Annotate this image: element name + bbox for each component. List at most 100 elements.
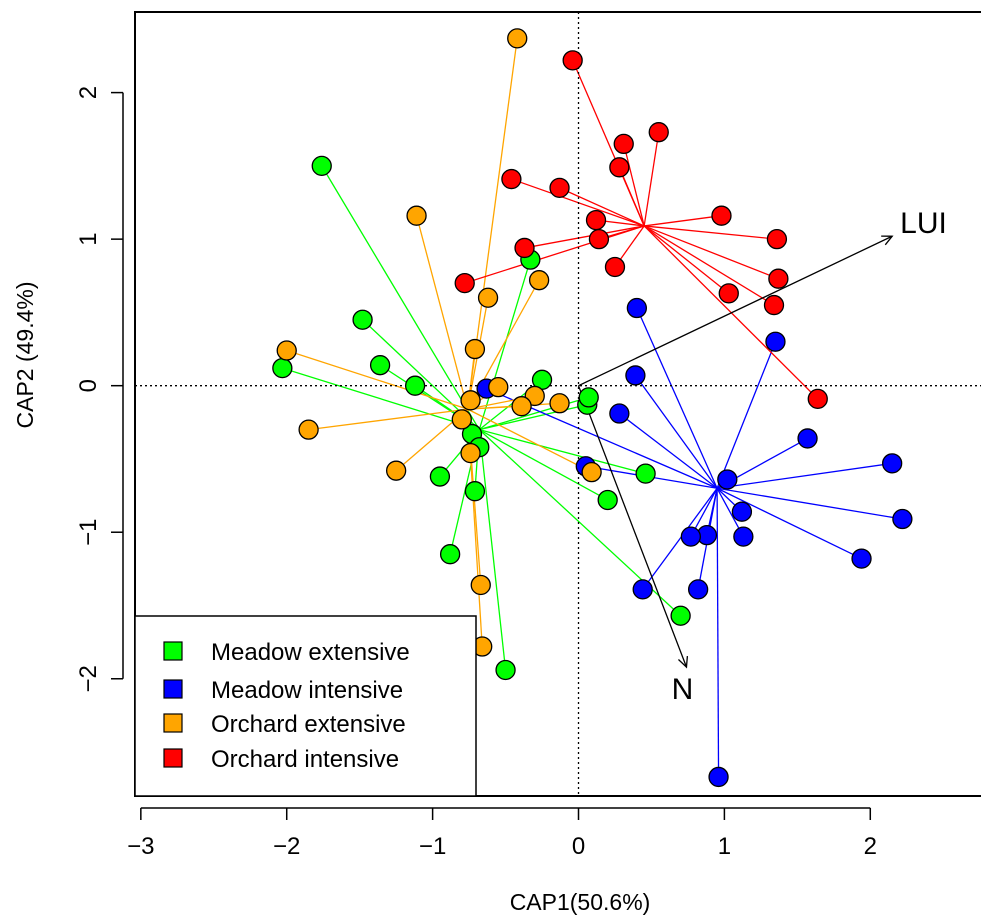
spoke-s3-p15 — [464, 225, 645, 284]
spoke-s0-p1 — [282, 367, 480, 431]
spoke-s1-p16 — [642, 487, 718, 590]
point-s3-p6 — [585, 209, 607, 231]
x-axis: −3 −2 −1 0 1 2 — [127, 807, 877, 860]
x-axis-label: CAP1(50.6%) — [510, 889, 651, 915]
arrow-line-n — [577, 385, 688, 668]
point-s2-p6 — [488, 376, 509, 398]
point-s1-p6 — [797, 428, 818, 449]
arrow-label-n: N — [672, 673, 694, 706]
x-tick-label-2: −1 — [419, 833, 446, 860]
point-s3-p2 — [648, 122, 669, 143]
x-tick-label-0: −3 — [127, 833, 154, 860]
point-s1-p11 — [731, 501, 753, 522]
x-tick-label-3: 0 — [572, 833, 585, 860]
point-s0-p14 — [578, 387, 599, 408]
y-tick-label-0: −2 — [75, 665, 102, 692]
spoke-s0-p13 — [479, 404, 588, 431]
spoke-s3-p8 — [524, 225, 645, 249]
spoke-s3-p12 — [643, 225, 775, 306]
legend-swatch-orchard-extensive — [163, 713, 183, 733]
point-s0-p4 — [404, 375, 426, 396]
y-axis-label: CAP2 (49.4%) — [12, 281, 38, 428]
spoke-s2-p13 — [467, 408, 592, 473]
point-s1-p17 — [708, 766, 729, 788]
point-s1-p3 — [625, 365, 646, 386]
legend-swatch-meadow-intensive — [163, 679, 183, 699]
point-s2-p5 — [276, 340, 297, 361]
plot-frame — [134, 11, 981, 797]
spoke-s0-p12 — [478, 429, 507, 671]
point-s0-p9 — [429, 466, 451, 487]
point-s3-p9 — [711, 205, 732, 226]
legend-label-orchard-intensive: Orchard intensive — [211, 746, 399, 773]
point-s1-p8 — [892, 508, 913, 530]
point-s0-p10 — [464, 481, 486, 502]
spoke-s3-p5 — [559, 187, 645, 227]
legend-label-meadow-extensive: Meadow extensive — [211, 639, 410, 666]
point-s3-p4 — [501, 168, 522, 190]
spoke-s1-p5 — [716, 341, 777, 489]
spoke-s0-p5 — [478, 259, 531, 430]
legend-label-orchard-extensive: Orchard extensive — [211, 711, 406, 738]
point-s1-p15 — [687, 579, 709, 600]
spoke-s3-p10 — [644, 225, 777, 240]
spoke-s0-p15 — [478, 429, 608, 501]
y-tick-label-1: −1 — [75, 519, 102, 546]
point-s1-p10 — [717, 469, 738, 490]
spoke-s1-p8 — [716, 487, 903, 520]
spoke-s1-p17 — [716, 488, 720, 777]
point-s1-p14 — [680, 526, 701, 547]
point-s2-p11 — [460, 442, 481, 464]
point-s0-p11 — [439, 544, 461, 565]
arrow-label-lui: LUI — [900, 207, 947, 240]
spoke-s3-p13 — [643, 225, 730, 294]
point-s2-p4 — [464, 338, 486, 360]
spoke-s3-p2 — [643, 132, 660, 227]
point-s2-p2 — [528, 270, 550, 291]
point-s2-p8 — [511, 396, 532, 417]
arrow-line-lui — [578, 235, 893, 387]
spoke-s1-p4 — [636, 307, 718, 489]
spoke-s3-p11 — [643, 225, 779, 280]
point-s3-p16 — [807, 388, 828, 410]
legend-swatch-orchard-intensive — [163, 748, 183, 768]
arrow-head-n — [678, 656, 689, 669]
point-s1-p12 — [733, 526, 754, 547]
point-s1-p16 — [632, 579, 653, 600]
legend: Meadow extensive Meadow intensive Orchar… — [134, 615, 477, 797]
point-s0-p0 — [311, 155, 332, 177]
y-tick-label-3: 1 — [75, 232, 102, 245]
point-s0-p3 — [369, 355, 391, 376]
point-s1-p2 — [609, 403, 630, 424]
arrow-head-lui — [881, 235, 894, 246]
point-s2-p9 — [460, 390, 481, 411]
env-vector-arrows: LUI N — [577, 207, 947, 706]
spoke-s3-p3 — [618, 167, 645, 227]
point-s0-p2 — [352, 309, 373, 330]
y-axis: −2 −1 0 1 2 — [75, 86, 124, 692]
legend-swatch-meadow-extensive — [163, 641, 183, 661]
point-s3-p11 — [768, 268, 789, 289]
point-s3-p5 — [549, 177, 570, 199]
point-s0-p17 — [670, 605, 691, 626]
spoke-s2-p1 — [415, 215, 469, 410]
point-s2-p1 — [406, 205, 427, 226]
point-s0-p1 — [272, 357, 293, 379]
point-s1-p7 — [882, 453, 903, 474]
spoke-s1-p2 — [618, 413, 718, 489]
point-s0-p16 — [635, 463, 656, 484]
spoke-s0-p0 — [321, 165, 480, 430]
x-tick-label-1: −2 — [273, 833, 300, 860]
site-points — [272, 28, 913, 788]
point-s3-p1 — [613, 133, 634, 155]
point-s2-p10 — [451, 409, 472, 430]
point-s2-p15 — [385, 460, 407, 481]
point-s3-p7 — [588, 228, 610, 250]
point-s3-p13 — [718, 283, 739, 304]
point-s2-p0 — [507, 28, 528, 49]
spoke-s3-p4 — [511, 178, 645, 227]
y-tick-label-2: 0 — [75, 379, 102, 392]
spoke-s3-p9 — [644, 215, 722, 227]
spoke-s1-p9 — [716, 487, 862, 560]
point-s3-p8 — [514, 237, 535, 259]
